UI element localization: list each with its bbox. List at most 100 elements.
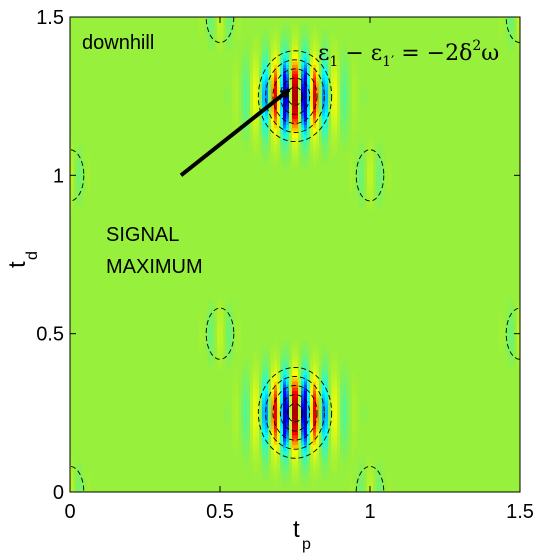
heat-cell <box>274 371 278 376</box>
heat-cell <box>211 362 215 366</box>
heat-cell <box>361 143 365 148</box>
heat-cell <box>277 365 281 369</box>
heat-cell <box>517 298 520 303</box>
heat-cell <box>265 156 269 160</box>
heat-cell <box>268 89 272 94</box>
heat-cell <box>301 387 305 392</box>
heat-cell <box>274 58 278 62</box>
heat-cell <box>256 153 260 157</box>
heat-cell <box>325 473 329 477</box>
heat-cell <box>202 324 206 328</box>
heat-cell <box>307 431 311 436</box>
heat-cell <box>322 435 326 439</box>
heat-cell <box>226 17 230 21</box>
heat-cell <box>208 45 212 50</box>
heat-cell <box>262 137 266 141</box>
heat-cell <box>343 438 347 442</box>
heat-cell <box>277 416 281 420</box>
heat-cell <box>337 74 341 78</box>
heat-cell <box>262 42 266 46</box>
heat-cell <box>271 466 275 471</box>
heat-cell <box>265 150 269 154</box>
heat-cell <box>307 159 311 164</box>
heat-cell <box>346 438 350 442</box>
heat-cell <box>253 64 257 69</box>
heat-cell <box>226 403 230 407</box>
heat-cell <box>286 55 290 59</box>
heat-cell <box>511 45 515 50</box>
heat-cell <box>361 188 365 192</box>
heat-cell <box>340 409 344 414</box>
heat-cell <box>232 29 236 34</box>
heat-cell <box>313 165 317 170</box>
heat-cell <box>325 51 329 56</box>
heat-cell <box>283 140 287 145</box>
heat-cell <box>328 425 332 430</box>
heat-cell <box>289 105 293 110</box>
heat-cell <box>313 102 317 107</box>
heat-cell <box>292 359 296 363</box>
heat-cell <box>343 381 347 385</box>
heat-cell <box>253 400 257 404</box>
heat-cell <box>244 463 248 468</box>
heat-cell <box>346 131 350 135</box>
heat-cell <box>352 99 356 103</box>
heat-cell <box>283 137 287 141</box>
heat-cell <box>268 371 272 376</box>
heat-cell <box>328 131 332 135</box>
heat-cell <box>304 387 308 392</box>
heat-cell <box>271 134 275 138</box>
heat-cell <box>268 127 272 132</box>
heat-cell <box>220 343 224 347</box>
heat-cell <box>274 454 278 458</box>
heat-cell <box>256 64 260 69</box>
heat-cell <box>307 419 311 423</box>
heat-cell <box>244 42 248 46</box>
heat-cell <box>325 476 329 480</box>
heat-cell <box>292 42 296 46</box>
heat-cell <box>271 32 275 37</box>
heat-cell <box>292 146 296 151</box>
heat-cell <box>268 83 272 88</box>
heat-cell <box>511 23 515 27</box>
heat-cell <box>304 416 308 420</box>
heat-cell <box>274 153 278 157</box>
heat-cell <box>232 406 236 411</box>
heat-cell <box>88 184 92 189</box>
annotation-line-1: SIGNAL <box>106 224 179 246</box>
heat-cell <box>307 112 311 116</box>
heat-cell <box>259 400 263 404</box>
heat-cell <box>313 162 317 167</box>
heat-cell <box>337 108 341 113</box>
heat-cell <box>277 45 281 50</box>
heat-cell <box>334 55 338 59</box>
heat-cell <box>358 482 362 487</box>
heat-cell <box>301 393 305 398</box>
heat-cell <box>244 112 248 116</box>
heat-cell <box>511 302 515 306</box>
heat-cell <box>247 390 251 395</box>
heat-cell <box>199 349 203 354</box>
heat-cell <box>361 178 365 183</box>
heat-cell <box>244 96 248 100</box>
heat-cell <box>304 460 308 464</box>
heat-cell <box>232 397 236 401</box>
heat-cell <box>331 374 335 379</box>
heat-cell <box>346 137 350 141</box>
heat-cell <box>298 86 302 91</box>
heat-cell <box>322 400 326 404</box>
heat-cell <box>268 425 272 430</box>
heat-cell <box>280 32 284 37</box>
heat-cell <box>301 39 305 43</box>
heat-cell <box>292 165 296 170</box>
heat-cell <box>280 77 284 81</box>
heat-cell <box>247 134 251 138</box>
heat-cell <box>337 140 341 145</box>
heat-cell <box>508 17 512 21</box>
heat-cell <box>382 191 386 195</box>
heat-cell <box>247 371 251 376</box>
heat-cell <box>277 469 281 474</box>
heat-cell <box>286 378 290 382</box>
heat-cell <box>352 447 356 452</box>
heat-cell <box>274 156 278 160</box>
